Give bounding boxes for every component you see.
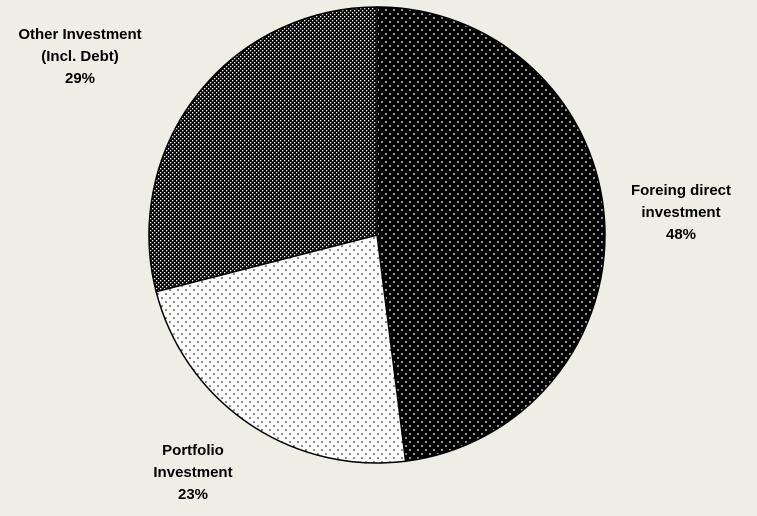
slice-label-line: Investment xyxy=(153,464,233,481)
pie-slice-foreign-direct-investment xyxy=(376,6,606,463)
slice-label-foreign-direct-investment: Foreing direct investment 48% xyxy=(606,180,756,246)
slice-label-line: (Incl. Debt) xyxy=(41,48,119,65)
slice-value-label: 23% xyxy=(177,486,209,503)
slice-label-line: Portfolio xyxy=(162,442,224,459)
slice-label-line: investment xyxy=(641,204,721,221)
pie-slices xyxy=(148,6,606,464)
pie-slice-other-investment xyxy=(148,6,378,293)
slice-label-other-investment: Other Investment (Incl. Debt) 29% xyxy=(0,24,160,90)
slice-label-portfolio-investment: Portfolio Investment 23% xyxy=(118,440,268,506)
slice-label-line: Other Investment xyxy=(18,26,142,43)
pie-slice-portfolio-investment xyxy=(155,234,407,464)
slice-value-label: 48% xyxy=(665,226,697,243)
slice-label-line: Foreing direct xyxy=(630,182,731,199)
slice-value-label: 29% xyxy=(64,70,96,87)
